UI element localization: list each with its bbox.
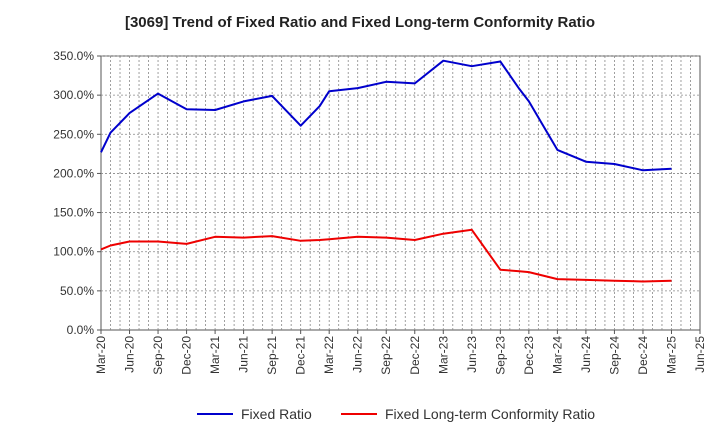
y-tick-label: 50.0% (60, 284, 94, 298)
plot-area (100, 55, 701, 331)
x-tick-label: Mar-24 (550, 336, 564, 374)
x-tick-label: Jun-25 (693, 336, 707, 373)
x-tick-label: Jun-22 (351, 336, 365, 373)
y-tick-label: 100.0% (53, 245, 94, 259)
x-tick-label: Sep-22 (379, 336, 393, 375)
x-tick-label: Mar-23 (436, 336, 450, 374)
y-tick-label: 200.0% (53, 166, 94, 180)
x-tick-label: Sep-20 (151, 336, 165, 375)
x-tick-label: Jun-20 (123, 336, 137, 373)
x-tick-label: Jun-23 (465, 336, 479, 373)
x-tick-label: Sep-24 (607, 336, 621, 375)
x-tick-label: Mar-20 (94, 336, 108, 374)
x-tick-label: Dec-22 (408, 336, 422, 375)
y-tick-label: 250.0% (53, 127, 94, 141)
y-tick-label: 150.0% (53, 206, 94, 220)
x-tick-label: Sep-23 (493, 336, 507, 375)
x-tick-label: Mar-21 (208, 336, 222, 374)
x-tick-label: Jun-24 (579, 336, 593, 373)
y-tick-label: 350.0% (53, 49, 94, 63)
series-line-fixed-long-term-conformity-ratio (100, 228, 672, 283)
x-tick-label: Dec-21 (294, 336, 308, 375)
x-tick-label: Dec-24 (636, 336, 650, 375)
series-line-fixed-ratio (100, 59, 672, 172)
x-tick-label: Sep-21 (265, 336, 279, 375)
y-tick-label: 300.0% (53, 88, 94, 102)
x-tick-label: Mar-22 (322, 336, 336, 374)
legend-fixed-long-term-conformity-ratio-label: Fixed Long-term Conformity Ratio (385, 406, 595, 422)
x-tick-label: Dec-23 (522, 336, 536, 375)
legend-fixed-ratio-label: Fixed Ratio (241, 406, 312, 422)
x-tick-label: Dec-20 (180, 336, 194, 375)
y-tick-label: 0.0% (67, 323, 95, 337)
x-tick-label: Mar-25 (664, 336, 678, 374)
chart-title: [3069] Trend of Fixed Ratio and Fixed Lo… (124, 14, 596, 31)
x-tick-label: Jun-21 (237, 336, 251, 373)
